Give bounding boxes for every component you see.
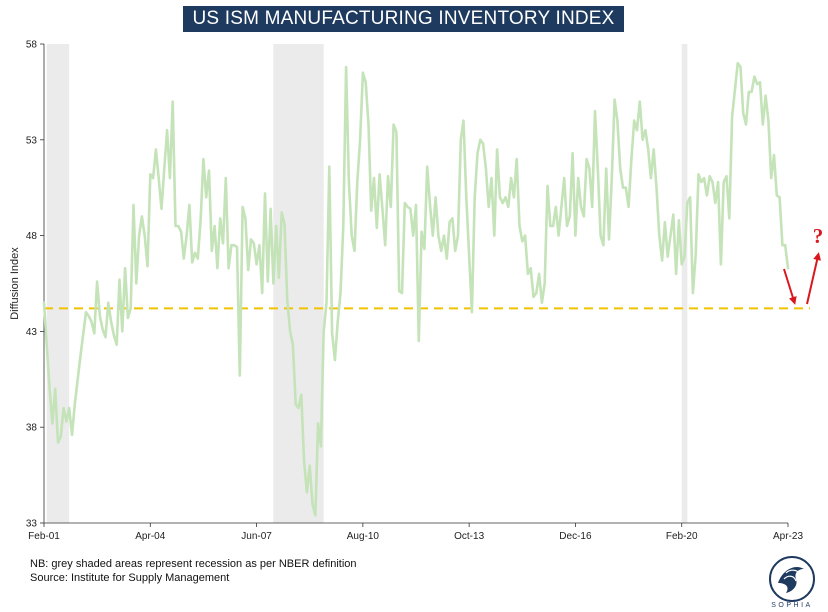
axes: 33 38 43 48 53 58 Feb-01 Apr-04 Jun-07 Aug-10 Oct-… [9, 40, 803, 543]
x-tick-label: Aug-10 [347, 531, 380, 542]
y-tick-label: 48 [26, 231, 38, 242]
sophia-logo: SOPHIA [769, 556, 815, 609]
recession-band-3 [681, 44, 688, 523]
logo-wordmark: SOPHIA [771, 602, 812, 609]
x-tick-label: Feb-20 [666, 531, 698, 542]
annotation-layer: ? [783, 224, 824, 305]
x-tick-label: Apr-04 [135, 531, 165, 542]
x-tick-label: Feb-01 [28, 531, 60, 542]
y-tick-label: 43 [26, 327, 38, 338]
series-layer [42, 61, 790, 517]
recession-band-2 [273, 44, 324, 523]
y-axis-label: Diffusion Index [9, 247, 21, 320]
recession-band-1 [46, 44, 70, 523]
y-tick-label: 53 [26, 135, 38, 146]
recession-shading [46, 44, 688, 523]
source-note: Source: Institute for Supply Management [30, 572, 230, 584]
arrow-down [783, 268, 797, 305]
x-tick-label: Oct-13 [454, 531, 484, 542]
y-tick-label: 33 [26, 519, 38, 530]
arrow-up [806, 252, 822, 305]
x-tick-label: Dec-16 [559, 531, 592, 542]
title-box: US ISM MANUFACTURING INVENTORY INDEX [183, 6, 624, 32]
recession-note: NB: grey shaded areas represent recessio… [30, 558, 357, 570]
question-mark: ? [813, 224, 824, 248]
x-tick-label: Jun-07 [241, 531, 272, 542]
x-tick-label: Apr-23 [773, 531, 803, 542]
page-title: US ISM MANUFACTURING INVENTORY INDEX [192, 8, 615, 29]
y-tick-label: 58 [26, 40, 38, 51]
series-line-1 [42, 61, 790, 517]
y-tick-label: 38 [26, 423, 38, 434]
